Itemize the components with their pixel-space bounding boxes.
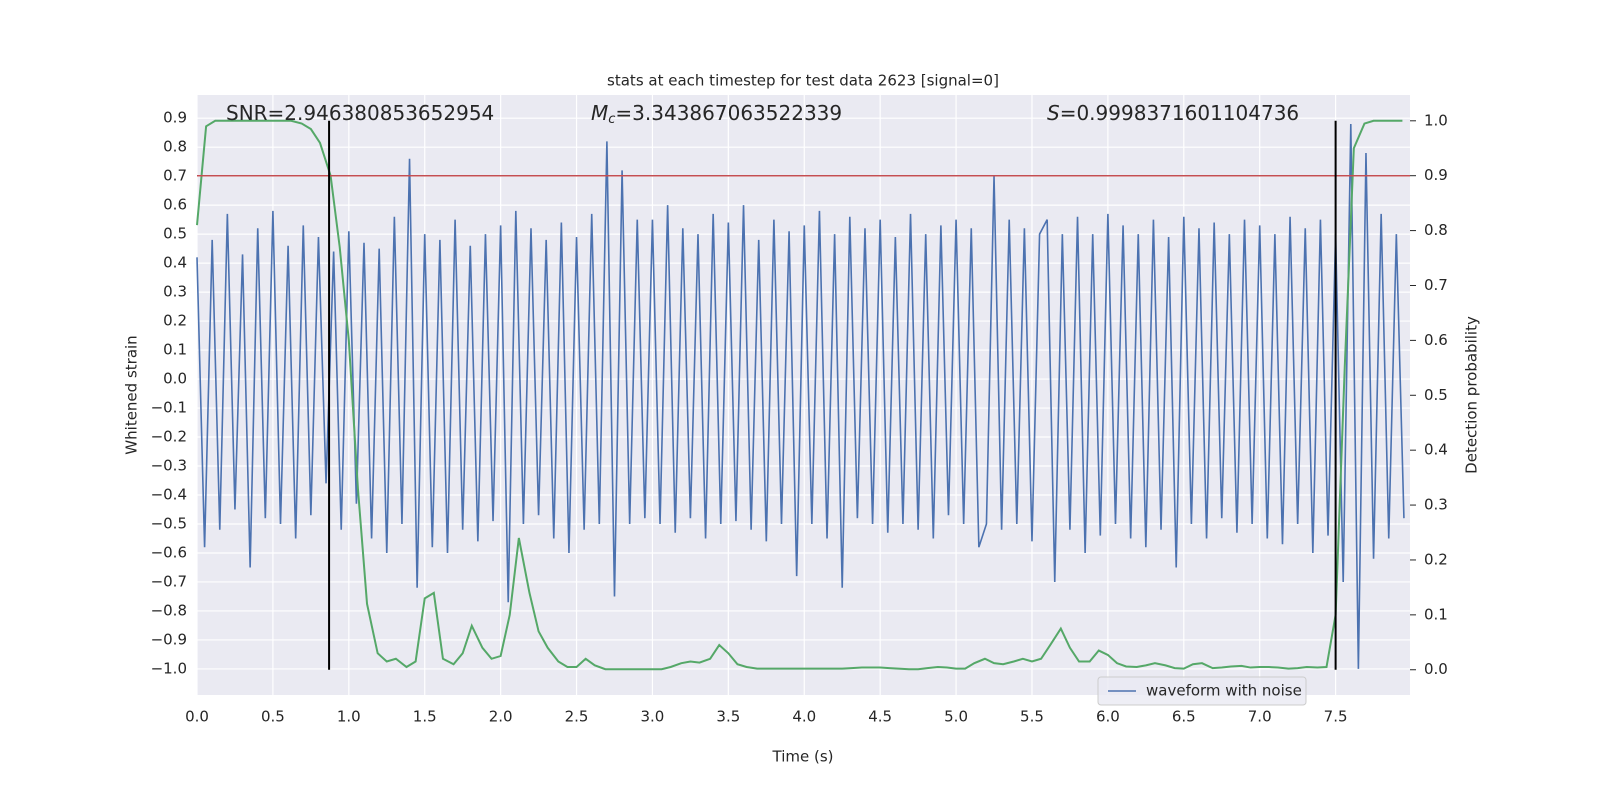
y-tick-label: −0.8	[151, 601, 187, 619]
y2-tick-label: 0.0	[1424, 660, 1448, 678]
series-line	[196, 119, 1403, 671]
y-tick-label: 0.6	[163, 196, 187, 214]
y2-tick-label: 0.7	[1424, 276, 1448, 294]
y-tick-label: −1.0	[151, 659, 187, 677]
y2-tick-label: 1.0	[1424, 111, 1448, 129]
annotation-subscript: c	[608, 112, 615, 127]
chart-title: stats at each timestep for test data 262…	[607, 72, 999, 90]
y-tick-label: 0.4	[163, 254, 187, 272]
annotation-symbol: M	[591, 101, 608, 125]
x-tick-label: 3.5	[716, 708, 740, 726]
x-tick-label: 1.5	[413, 708, 437, 726]
y2-tick-label: 0.2	[1424, 550, 1448, 568]
plot-background	[197, 95, 1410, 695]
y2-tick-label: 0.8	[1424, 221, 1448, 239]
x-tick-label: 1.0	[337, 708, 361, 726]
x-tick-label: 5.0	[944, 708, 968, 726]
x-tick-label: 7.5	[1324, 708, 1348, 726]
y-tick-label: −0.1	[151, 399, 187, 417]
x-tick-label: 7.0	[1248, 708, 1272, 726]
x-tick-label: 5.5	[1020, 708, 1044, 726]
x-tick-label: 0.0	[185, 708, 209, 726]
y-tick-label: 0.5	[163, 225, 187, 243]
x-tick-label: 4.5	[868, 708, 892, 726]
y-tick-label: 0.9	[163, 109, 187, 127]
y2-tick-label: 0.5	[1424, 386, 1448, 404]
series-line	[196, 123, 1405, 669]
x-tick-label: 3.0	[641, 708, 665, 726]
y-axis-label: Whitened strain	[123, 335, 141, 454]
y-tick-label: 0.0	[163, 370, 187, 388]
marks	[196, 119, 1410, 671]
y-tick-label: −0.9	[151, 630, 187, 648]
labels: 0.0 0.5 1.0 1.5 2.0 2.5 3.0 3.5 4.0 4.5 5.0 5.5 6.0 6…	[151, 101, 1448, 726]
y-tick-label: 0.2	[163, 312, 187, 330]
y-tick-label: 0.3	[163, 283, 187, 301]
y-tick-label: −0.2	[151, 428, 187, 446]
y2-tick-label: 0.1	[1424, 605, 1448, 623]
y-tick-label: −0.6	[151, 543, 187, 561]
annotation: SNR=2.946380853652954	[226, 101, 494, 125]
annotation-text: SNR=2.946380853652954	[226, 101, 494, 125]
x-tick-label: 2.0	[489, 708, 513, 726]
annotation: Mc=3.343867063522339	[591, 101, 842, 127]
x-tick-label: 6.0	[1096, 708, 1120, 726]
annotation-symbol: S	[1047, 101, 1060, 125]
annotation-text: =3.343867063522339	[615, 101, 842, 125]
y2-tick-label: 0.4	[1424, 441, 1448, 459]
y-tick-label: −0.4	[151, 486, 187, 504]
y-tick-label: −0.7	[151, 572, 187, 590]
annotation: S=0.9998371601104736	[1047, 101, 1299, 125]
y2-tick-label: 0.9	[1424, 166, 1448, 184]
legend-box	[1097, 676, 1307, 706]
y-tick-label: 0.1	[163, 341, 187, 359]
annotation-text: =0.9998371601104736	[1060, 101, 1299, 125]
x-tick-label: 4.0	[792, 708, 816, 726]
legend-label: waveform with noise	[1146, 682, 1302, 700]
y2-tick-label: 0.3	[1424, 496, 1448, 514]
y2-tick-label: 0.6	[1424, 331, 1448, 349]
y2-axis-label: Detection probability	[1463, 316, 1481, 474]
y-tick-label: −0.3	[151, 457, 187, 475]
x-tick-label: 6.5	[1172, 708, 1196, 726]
x-axis-label: Time (s)	[772, 748, 834, 766]
y-tick-label: 0.8	[163, 138, 187, 156]
y-tick-label: 0.7	[163, 167, 187, 185]
x-tick-label: 0.5	[261, 708, 285, 726]
x-tick-label: 2.5	[565, 708, 589, 726]
y-tick-label: −0.5	[151, 514, 187, 532]
